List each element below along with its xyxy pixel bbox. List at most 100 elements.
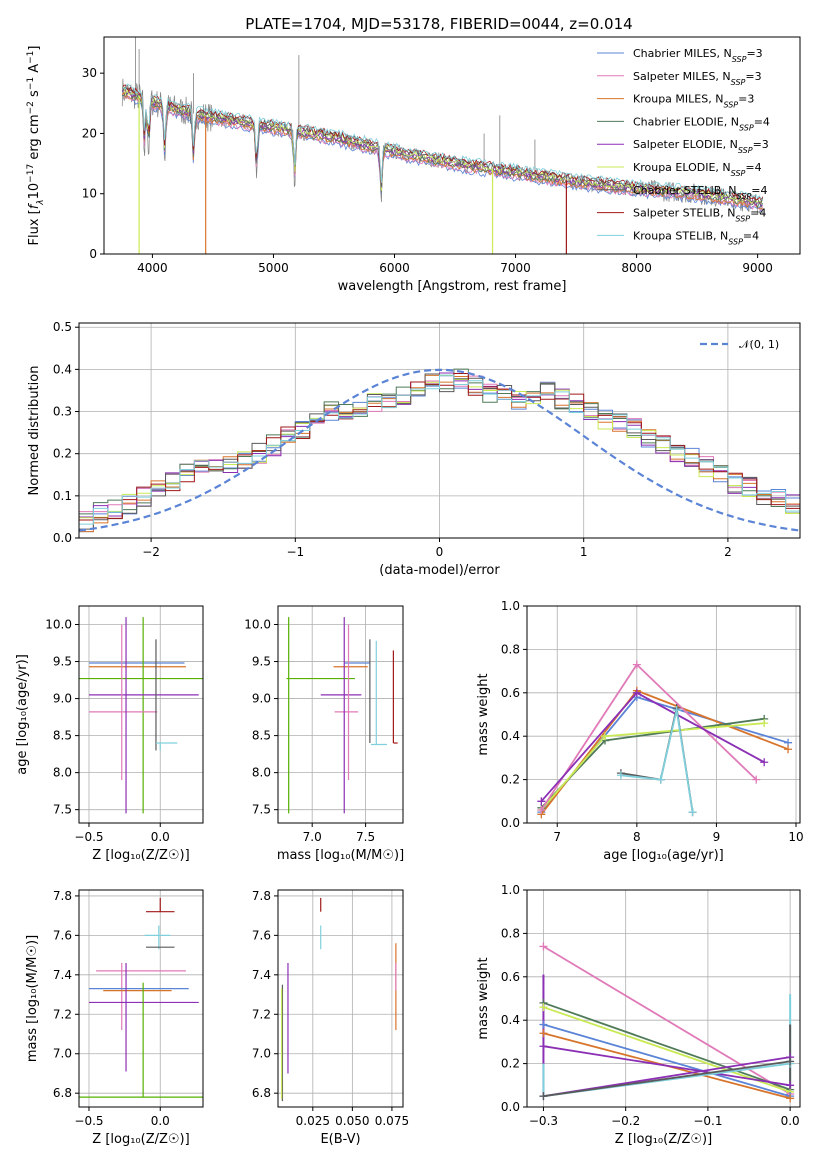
weight-point [537,797,546,806]
x-tick-label: 0.0 [151,1114,170,1128]
weight-line-salpeter-miles [540,663,757,811]
y-tick-label: 7.8 [53,889,72,903]
weight-line-chabrier-miles [543,1023,791,1098]
histogram-step-chabrier-miles [79,375,800,533]
y-tick-label: 7.6 [53,928,72,942]
axes-frame [526,889,801,1108]
weight-line-chabrier-elodie [543,1001,791,1091]
y-axis-label: age [log₁₀(age/yr)] [15,654,30,775]
y-tick-label: 0.5 [53,320,72,334]
legend-entry: Chabrier ELODIE, NSSP=4 [633,115,770,131]
legend-entry-sub: SSP [731,169,746,178]
axes-frame [526,605,801,824]
axes-frame [78,889,204,1108]
y-tick-label: 1.0 [501,599,520,613]
y-axis-label-part: −2 [26,101,36,114]
x-tick-label: 7 [553,830,561,844]
y-tick-label: 0 [89,247,97,261]
histogram-step-salpeter-elodie [79,372,800,518]
mass-vs-metallicity-panel: −0.5 0.0 6.8 7.0 7.2 7.4 7.6 7.8 Z [log₁₀(Z/Z☉)]… [25,889,204,1147]
legend-entry-sub: SSP [723,100,738,109]
y-tick-label: 6.8 [252,1086,271,1100]
x-tick-label: 8000 [621,261,652,275]
y-tick-label: 10.0 [244,618,271,632]
histogram-step-salpeter-stelib [79,372,800,521]
mass-vs-ebv-panel: 0.025 0.050 0.075 6.8 7.0 7.2 7.4 7.6 7.8 E(B-V) [252,889,409,1147]
y-tick-label: 7.0 [252,1047,271,1061]
y-axis-label-part: Flux [ [27,209,42,245]
x-tick-label: 9000 [742,261,773,275]
y-tick-label: 0.8 [501,926,520,940]
legend-entry-sub: SSP [735,214,750,223]
weight-point [539,1092,548,1101]
legend-entry-tail: =4 [745,161,761,174]
y-tick-label: 0.2 [501,773,520,787]
legend-entry-sub: SSP [728,237,743,246]
x-axis-label: Z [log₁₀(Z/Z☉)] [92,848,189,863]
residual-histogram-panel: −2 −1 0 1 2 0.0 0.1 0.2 0.3 0.4 0.5 (data-model)/er… [27,320,801,578]
weight-point [786,1094,795,1103]
spectrum-panel: 4000 5000 6000 7000 8000 9000 0 10 20 30 wavelengt… [26,36,801,294]
axes-frame [277,889,404,1108]
legend-entry: Salpeter ELODIE, NSSP=3 [633,138,769,155]
y-axis-label-part: erg cm [27,114,42,163]
legend-entry-name: Chabrier ELODIE, N [633,115,739,128]
weight-line-salpeter-elodie [540,691,765,802]
weight-point [656,775,665,784]
y-axis-label-part: 10 [27,183,42,200]
x-tick-label: −0.5 [74,1114,103,1128]
legend-entry-tail: =4 [754,115,770,128]
y-tick-label: 7.8 [252,889,271,903]
y-tick-label: 0.2 [53,447,72,461]
weight-point [537,805,546,814]
x-tick-label: 7.0 [303,830,322,844]
y-tick-label: 0.4 [53,362,72,376]
y-tick-label: 9.5 [53,655,72,669]
x-tick-label: −0.1 [693,1114,722,1128]
histogram-step-kroupa-stelib [79,374,800,525]
y-axis-label-part: −1 [26,51,36,64]
x-axis-label: wavelength [Angstrom, rest frame] [338,279,567,294]
x-tick-label: 0.075 [375,1114,409,1128]
legend-entry-tail: =3 [753,138,769,151]
y-tick-label: 7.2 [53,1007,72,1021]
y-tick-label: 1.0 [501,883,520,897]
legend-entry-sub: SSP [732,55,747,64]
weight-point [632,688,641,697]
y-axis-label: mass weight [476,673,491,755]
normal-distribution-curve [79,368,800,532]
legend-entry: Kroupa STELIB, NSSP=4 [633,229,759,246]
age-vs-mass-panel: 7.0 7.5 7.5 8.0 8.5 9.0 9.5 10.0 mass [log₁₀(M/M… [244,605,404,863]
y-tick-label: 9.0 [252,692,271,706]
y-tick-label: 30 [82,66,97,80]
y-tick-label: 0.4 [501,1013,520,1027]
mass-weight-vs-metallicity-panel: −0.3 −0.2 −0.1 0.0 0.0 0.2 0.4 0.6 0.8 1.0 Z [log₁… [476,883,801,1147]
x-tick-label: −1 [286,545,304,559]
x-axis-label: (data-model)/error [379,563,500,578]
weight-point [688,808,697,817]
weight-line-chabrier-stelib [543,1060,791,1098]
x-axis-label: Z [log₁₀(Z/Z☉)] [615,1132,712,1147]
weight-point [539,942,548,951]
weight-point [539,1003,548,1012]
legend-entry: Kroupa MILES, NSSP=3 [633,93,754,110]
weight-line-kroupa-elodie [543,1006,791,1093]
legend-entry: Chabrier MILES, NSSP=3 [633,47,763,64]
x-tick-label: −2 [142,545,160,559]
legend-entry-name: Kroupa MILES, N [633,93,723,106]
spectrum-title: PLATE=1704, MJD=53178, FIBERID=0044, z=0… [245,15,632,33]
model-spectrum-kroupa-miles [121,91,763,210]
y-tick-label: 9.5 [252,655,271,669]
histogram-step-kroupa-elodie [79,374,800,519]
histogram-step-kroupa-miles [79,374,800,533]
weight-point [632,660,641,669]
x-tick-label: 2 [724,545,732,559]
y-tick-label: 0.6 [501,970,520,984]
axes-frame [78,322,801,539]
legend-entry-name: Chabrier MILES, N [633,47,732,60]
legend-entry: 𝒩(0, 1) [739,338,779,351]
legend-entry-name: Salpeter STELIB, N [633,207,735,220]
histogram-step-chabrier-elodie [79,368,800,515]
y-tick-label: 0.0 [501,1100,520,1114]
axes-frame [277,605,404,824]
